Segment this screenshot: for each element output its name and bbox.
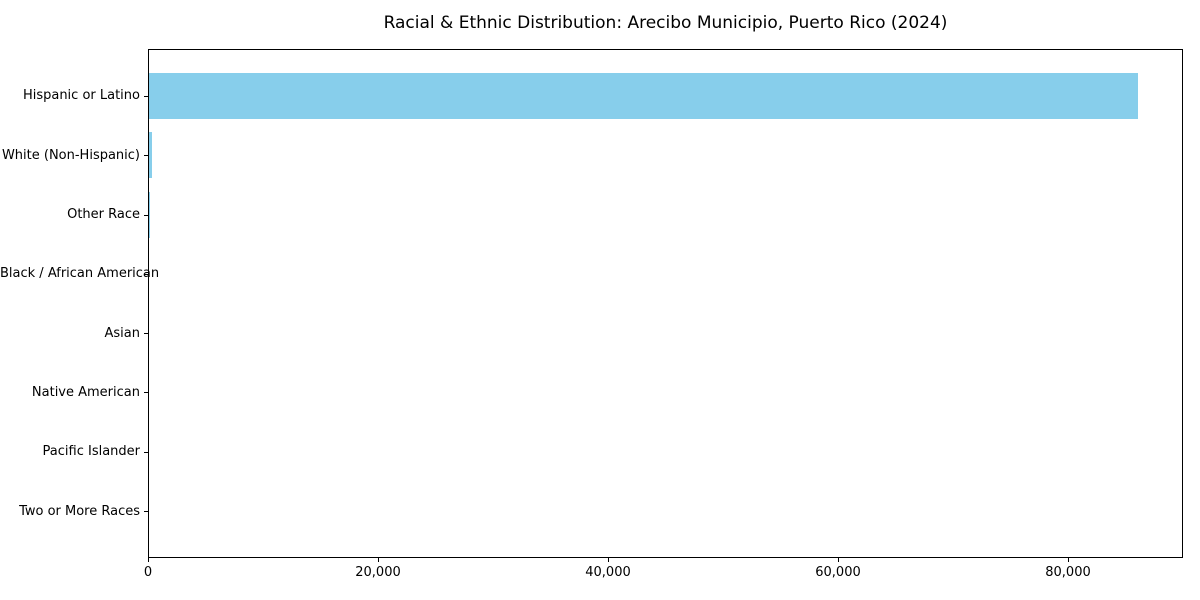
x-tick-mark bbox=[378, 558, 379, 562]
x-tick-label: 20,000 bbox=[355, 565, 401, 580]
x-tick-label: 0 bbox=[143, 565, 153, 580]
x-tick-label: 40,000 bbox=[585, 565, 631, 580]
bar-hispanic-or-latino bbox=[149, 72, 1138, 119]
chart-title: Racial & Ethnic Distribution: Arecibo Mu… bbox=[383, 13, 948, 33]
bar-white-non-hispanic bbox=[149, 132, 153, 179]
y-tick-mark bbox=[144, 392, 148, 394]
y-tick-label: Asian bbox=[104, 325, 140, 341]
y-tick-label: Other Race bbox=[67, 207, 140, 223]
y-tick-label: White (Non-Hispanic) bbox=[1, 147, 140, 163]
y-tick-label: Hispanic or Latino bbox=[22, 88, 140, 104]
bar-other-race bbox=[149, 191, 151, 238]
y-tick-mark bbox=[144, 155, 148, 157]
x-tick-mark bbox=[608, 558, 609, 562]
y-tick-mark bbox=[144, 214, 148, 216]
x-tick-label: 60,000 bbox=[815, 565, 861, 580]
y-tick-label: Pacific Islander bbox=[42, 444, 140, 460]
y-tick-mark bbox=[144, 95, 148, 97]
x-tick-mark bbox=[838, 558, 839, 562]
y-tick-mark bbox=[144, 333, 148, 335]
y-tick-label: Native American bbox=[31, 384, 140, 400]
plot-area bbox=[148, 49, 1183, 558]
y-tick-mark bbox=[144, 511, 148, 513]
y-tick-label: Two or More Races bbox=[19, 503, 140, 519]
y-tick-mark bbox=[144, 273, 148, 275]
y-tick-mark bbox=[144, 451, 148, 453]
x-tick-label: 80,000 bbox=[1045, 565, 1091, 580]
y-tick-label: Black / African American bbox=[0, 266, 160, 282]
x-tick-mark bbox=[1068, 558, 1069, 562]
x-tick-mark bbox=[148, 558, 149, 562]
